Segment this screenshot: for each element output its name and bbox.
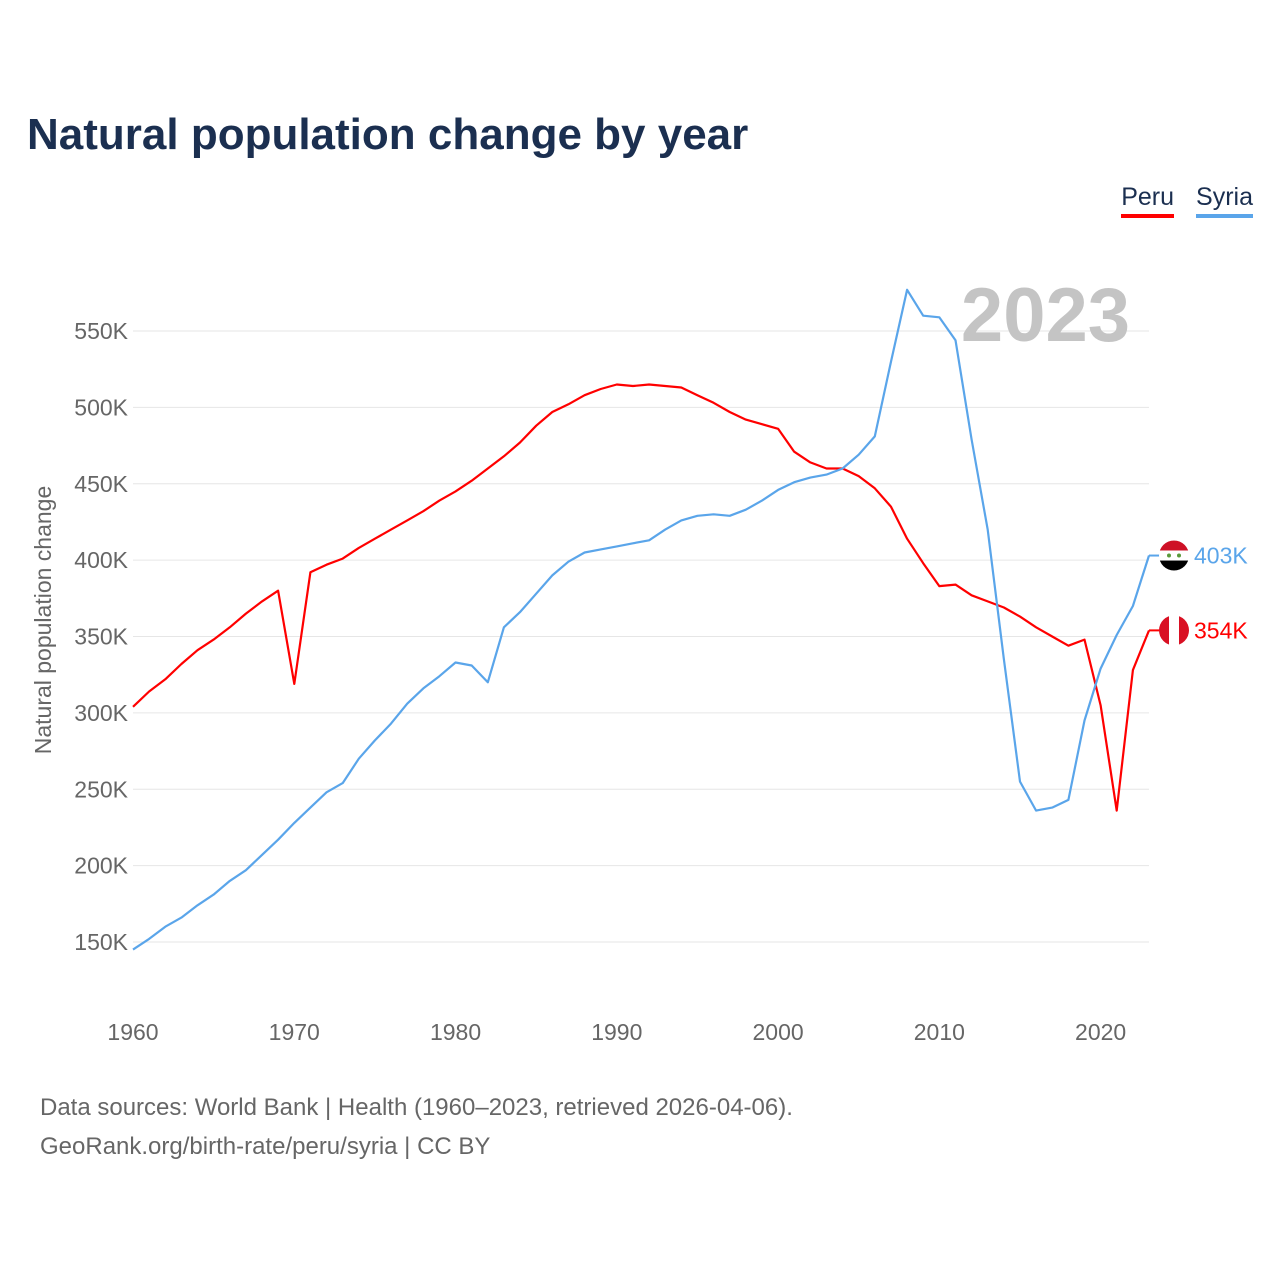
chart-title: Natural population change by year: [27, 110, 749, 159]
x-tick-label: 2010: [914, 1019, 965, 1045]
flag-star: [1167, 553, 1171, 558]
source-link[interactable]: GeoRank.org/birth-rate/peru/syria | CC B…: [40, 1133, 491, 1160]
y-axis-label: Natural population change: [30, 486, 56, 755]
x-tick-label: 1990: [591, 1019, 642, 1045]
source-note: Data sources: World Bank | Health (1960–…: [40, 1088, 793, 1166]
legend-item-syria[interactable]: Syria: [1196, 183, 1253, 218]
x-tick-label: 1970: [269, 1019, 320, 1045]
end-value-label: 403K: [1194, 543, 1248, 569]
y-tick-label: 150K: [74, 929, 128, 955]
flag-body: [1159, 540, 1189, 571]
y-tick-label: 400K: [74, 547, 128, 573]
syria-flag-icon: [1159, 540, 1189, 571]
x-tick-label: 2000: [752, 1019, 803, 1045]
flag-stripe: [1179, 615, 1189, 646]
x-tick-label: 2020: [1075, 1019, 1126, 1045]
y-tick-label: 450K: [74, 471, 128, 497]
flag-star: [1177, 553, 1181, 558]
y-tick-label: 550K: [74, 318, 128, 344]
year-watermark: 2023: [961, 273, 1130, 358]
y-tick-label: 300K: [74, 700, 128, 726]
source-line-1: Data sources: World Bank | Health (1960–…: [40, 1094, 793, 1121]
end-value-label: 354K: [1194, 617, 1248, 643]
y-tick-label: 350K: [74, 624, 128, 650]
flag-stripe: [1169, 615, 1179, 646]
x-tick-label: 1960: [107, 1019, 158, 1045]
peru-flag-icon: [1159, 615, 1189, 646]
x-tick-label: 1980: [430, 1019, 481, 1045]
flag-stripe: [1159, 540, 1189, 551]
flag-stripe: [1159, 615, 1169, 646]
flag-stripe: [1159, 560, 1189, 571]
flag-stripe: [1159, 550, 1189, 561]
legend: Peru Syria: [1121, 183, 1253, 218]
y-tick-label: 250K: [74, 776, 128, 802]
series-line-syria: [132, 288, 1151, 951]
y-tick-label: 500K: [74, 394, 128, 420]
legend-item-peru[interactable]: Peru: [1121, 183, 1175, 218]
y-tick-label: 200K: [74, 853, 128, 879]
flag-body: [1159, 615, 1189, 646]
series-line-peru: [132, 383, 1151, 812]
